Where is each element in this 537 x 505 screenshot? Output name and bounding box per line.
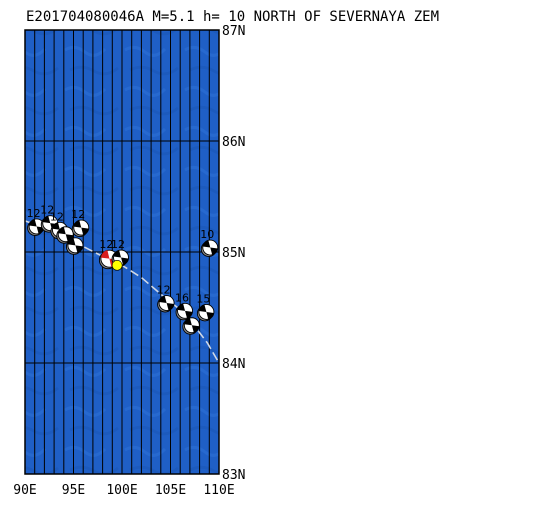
longitude-tick-label: 90E <box>13 483 36 498</box>
latitude-tick-label: 86N <box>222 135 245 150</box>
event-depth-label: 15 <box>196 292 210 305</box>
event-title: E201704080046A M=5.1 h= 10 NORTH OF SEVE… <box>26 9 439 25</box>
event-quadrant <box>113 250 122 258</box>
event-quadrant <box>202 240 211 248</box>
event-marker: 12 <box>71 208 90 238</box>
event-marker: 12 <box>157 284 175 313</box>
event-quadrant <box>81 227 89 236</box>
event-depth-label: 12 <box>99 238 113 251</box>
event-quadrant <box>121 257 129 266</box>
longitude-tick-label: 100E <box>106 483 137 498</box>
latitude-tick-label: 87N <box>222 24 245 39</box>
longitude-tick-label: 110E <box>203 483 234 498</box>
event-depth-label: 12 <box>71 208 85 221</box>
event-marker <box>65 237 84 255</box>
axis-labels: 90E 95E 100E 105E 110E 87N 86N 85N 84N 83N <box>13 24 245 498</box>
event-quadrant <box>73 220 82 228</box>
event-quadrant <box>198 304 207 312</box>
event-quadrant <box>100 250 110 259</box>
event-marker <box>182 317 200 335</box>
event-depth-label: 12 <box>50 210 64 223</box>
event-quadrant <box>65 234 74 242</box>
event-quadrant <box>29 218 37 227</box>
event-quadrant <box>185 310 193 319</box>
event-quadrant <box>159 295 167 304</box>
event-quadrant <box>210 247 218 256</box>
latitude-tick-label: 85N <box>222 246 245 261</box>
event-quadrant <box>58 226 66 235</box>
event-quadrant <box>42 215 51 224</box>
event-marker: 16 <box>175 291 194 321</box>
event-depth-label: 12 <box>40 204 54 217</box>
event-quadrant <box>166 303 175 311</box>
event-marker: 15 <box>196 292 215 322</box>
event-quadrant <box>75 245 83 253</box>
event-quadrant <box>184 317 192 326</box>
event-quadrant <box>177 303 186 311</box>
event-depth-label: 12 <box>111 238 125 251</box>
map-frame <box>24 29 220 475</box>
epicenter-marker <box>111 260 123 271</box>
event-depth-label: 16 <box>175 291 189 304</box>
longitude-tick-label: 95E <box>62 483 85 498</box>
event-quadrant <box>52 222 60 230</box>
latitude-tick-label: 83N <box>222 468 245 483</box>
event-quadrant <box>191 325 200 333</box>
plate-boundary-line <box>25 220 219 364</box>
event-depth-label: 12 <box>157 284 171 297</box>
event-quadrant <box>206 311 214 320</box>
event-quadrant <box>67 237 76 246</box>
event-marker <box>56 226 74 244</box>
latitude-tick-label: 84N <box>222 357 245 372</box>
event-depth-label: 12 <box>27 207 41 220</box>
longitude-tick-label: 105E <box>155 483 186 498</box>
event-marker: 10 <box>200 228 219 258</box>
event-depth-label: 10 <box>200 228 214 241</box>
